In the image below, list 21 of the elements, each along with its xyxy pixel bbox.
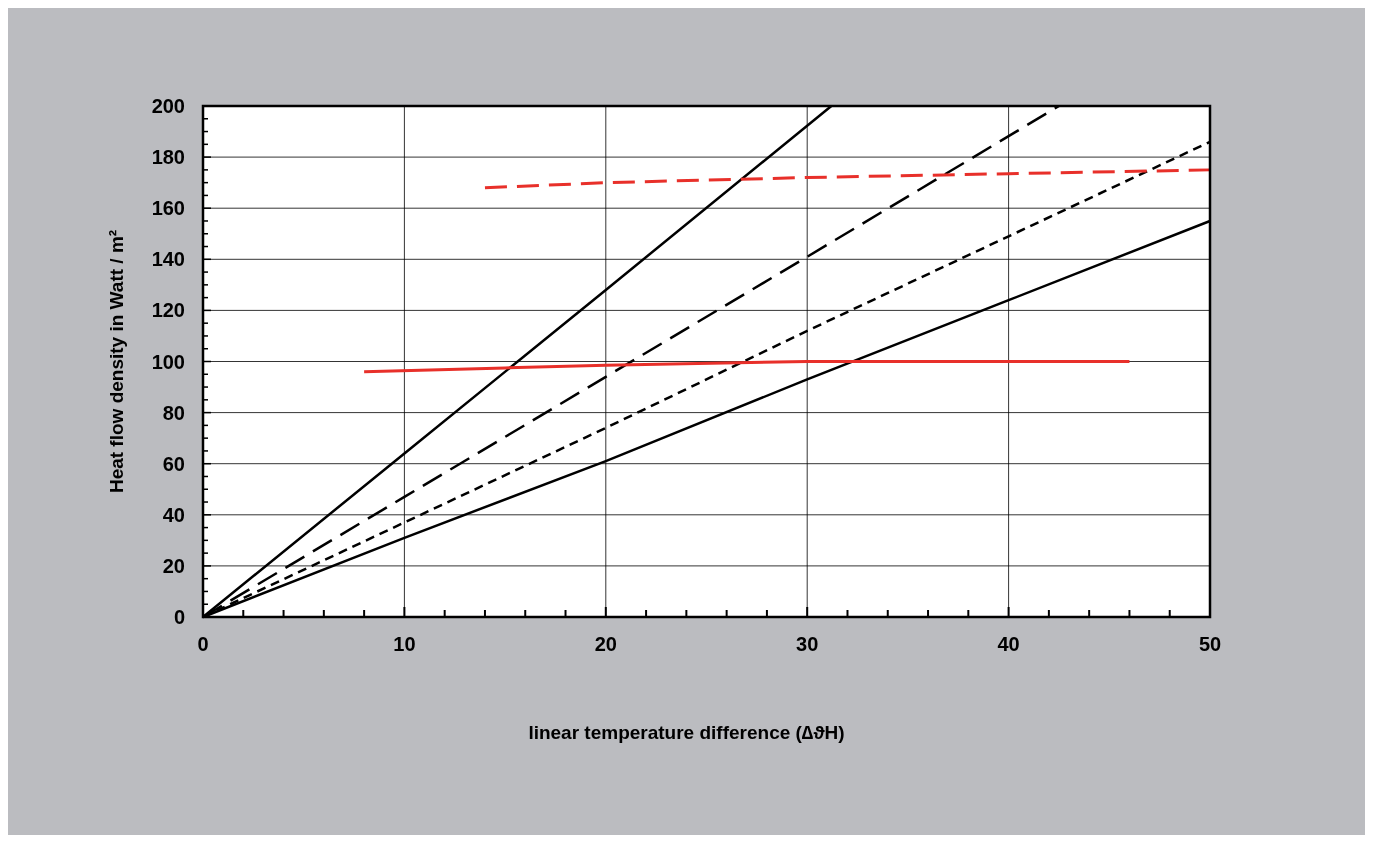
y-tick-label: 200 [151,95,185,117]
y-tick-label: 80 [162,401,185,424]
x-tick-label: 20 [594,633,617,655]
x-tick-label: 30 [796,633,819,655]
y-tick-label: 120 [151,299,185,322]
x-axis-title: linear temperature difference (∆ϑH) [528,722,845,743]
y-tick-label: 20 [162,554,185,577]
y-axis-title: Heat flow density in Watt / m² [106,229,127,494]
line-series [362,360,1131,374]
x-tick-label: 50 [1198,633,1222,655]
y-tick-label: 60 [162,452,185,475]
y-tick-label: 140 [151,248,185,271]
y-tick-label: 160 [151,197,185,220]
x-tick-label: 0 [197,633,209,655]
y-tick-label: 0 [173,606,185,628]
x-tick-label: 10 [393,633,416,655]
y-tick-label: 180 [151,146,185,169]
y-tick-label: 100 [151,350,185,373]
line-series [483,168,1212,190]
y-tick-label: 40 [162,503,185,526]
x-tick-label: 40 [997,633,1020,655]
